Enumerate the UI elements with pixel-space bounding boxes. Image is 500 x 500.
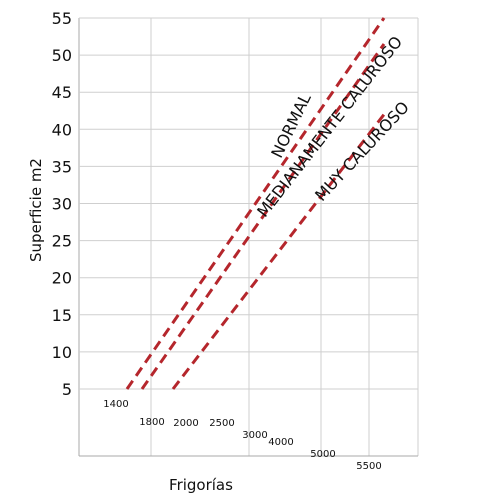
grid bbox=[78, 17, 419, 457]
y-tick-label: 10 bbox=[52, 343, 72, 362]
y-tick-label: 50 bbox=[52, 46, 72, 65]
series-line bbox=[125, 17, 386, 390]
y-tick-label: 15 bbox=[52, 306, 72, 325]
x-tick-label: 4000 bbox=[268, 437, 293, 448]
y-tick-label: 45 bbox=[52, 83, 72, 102]
y-tick-label: 25 bbox=[52, 232, 72, 251]
x-tick-label: 5000 bbox=[310, 449, 335, 460]
series-lines bbox=[125, 17, 386, 390]
y-tick-label: 30 bbox=[52, 195, 72, 214]
x-tick-label: 3000 bbox=[242, 430, 267, 441]
x-tick-label: 5500 bbox=[356, 461, 381, 472]
y-tick-labels: 5 10 15 20 25 30 35 40 45 50 55 bbox=[52, 9, 72, 399]
series-label: MUY CALUROSO bbox=[311, 98, 413, 205]
y-tick-label: 40 bbox=[52, 120, 72, 139]
series-line bbox=[171, 113, 386, 390]
x-tick-label: 1800 bbox=[139, 417, 164, 428]
x-tick-label: 2500 bbox=[209, 418, 234, 429]
y-tick-label: 35 bbox=[52, 157, 72, 176]
series-line bbox=[140, 43, 386, 390]
y-tick-label: 20 bbox=[52, 269, 72, 288]
y-tick-label: 55 bbox=[52, 9, 72, 28]
x-axis-label: Frigorías bbox=[169, 476, 233, 494]
x-tick-label: 2000 bbox=[173, 418, 198, 429]
y-tick-label: 5 bbox=[62, 380, 72, 399]
x-tick-label: 1400 bbox=[103, 399, 128, 410]
y-axis-label: Superficie m2 bbox=[27, 158, 45, 262]
